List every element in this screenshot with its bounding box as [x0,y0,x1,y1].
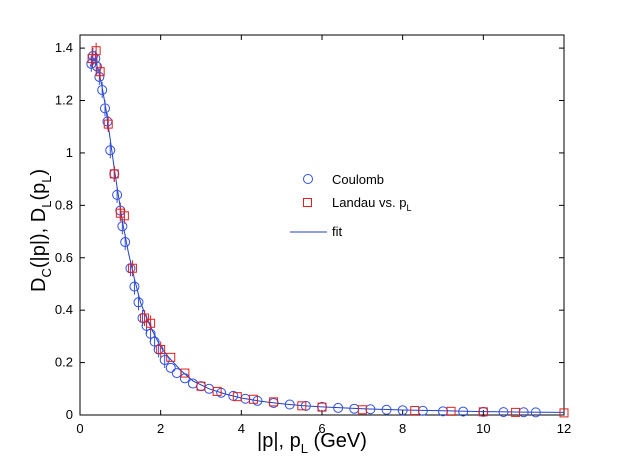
x-tick-label: 6 [318,421,325,436]
axis-ticks [79,35,565,416]
y-tick-label: 0.2 [55,355,73,370]
landau-point [212,386,222,396]
legend-fit-label: fit [332,224,343,239]
landau-point [166,352,176,362]
y-tick-label: 0.4 [55,302,73,317]
coulomb-point [165,362,176,373]
y-axis-title-part: L [39,176,54,183]
y-axis-title-part: (|p|), D [28,208,50,268]
landau-point [559,408,569,418]
landau-point [357,405,367,415]
legend-coulomb-label: Coulomb [332,172,384,187]
landau-point [248,394,258,404]
plot-area-frame [79,34,565,416]
legend-landau-marker [303,198,312,207]
x-tick-label: 0 [76,421,83,436]
landau-point [511,407,521,417]
landau-point [410,406,420,416]
y-axis-title: DC(|p|), DL(pL) [28,169,54,292]
x-axis-title-main: |p|, p [257,430,301,452]
coulomb-point [397,405,408,416]
y-axis-title-part: L [39,201,54,208]
legend-landau-label: Landau vs. pL [332,195,411,213]
x-tick-label: 8 [399,421,406,436]
x-tick-label: 4 [238,421,245,436]
x-axis-title: |p|, pL (GeV) [257,430,367,456]
y-tick-label: 1 [66,145,73,160]
y-tick-label: 0.8 [55,197,73,212]
y-tick-label: 1.4 [55,40,73,55]
data-marks [86,42,569,418]
legend-landau-label-main: Landau vs. p [332,195,406,210]
coulomb-point [381,404,392,415]
legend: Coulomb Landau vs. pL fit [290,172,411,239]
y-tick-label: 0 [66,407,73,422]
landau-point [269,397,279,407]
y-tick-label: 0.6 [55,250,73,265]
y-axis-title-part: ) [28,169,50,176]
coulomb-point [498,407,509,418]
x-tick-label: 12 [557,421,571,436]
x-axis-title-sub: L [301,441,308,456]
landau-point [196,381,206,391]
landau-point [317,402,327,412]
y-axis-title-part: C [39,268,54,277]
coulomb-point [458,406,469,417]
x-tick-label: 2 [157,421,164,436]
landau-point [446,406,456,416]
x-axis-title-tail: (GeV) [308,430,367,452]
y-axis-title-part: (p [28,183,50,201]
landau-point [297,401,307,411]
axis-tick-labels: 0 2 4 6 8 10 12 0 0.2 0.4 0.6 0.8 1 1.2 1.4 [55,40,571,436]
x-tick-label: 10 [476,421,490,436]
landau-point [478,407,488,417]
y-axis-title-part: D [28,278,50,292]
landau-point [180,368,190,378]
coulomb-point [179,373,190,384]
legend-coulomb-marker [303,174,313,184]
coulomb-point [333,402,344,413]
y-tick-label: 1.2 [55,93,73,108]
legend-landau-label-sub: L [406,203,411,213]
coulomb-point [284,399,295,410]
coulomb-point [530,407,541,418]
landau-point [232,392,242,402]
